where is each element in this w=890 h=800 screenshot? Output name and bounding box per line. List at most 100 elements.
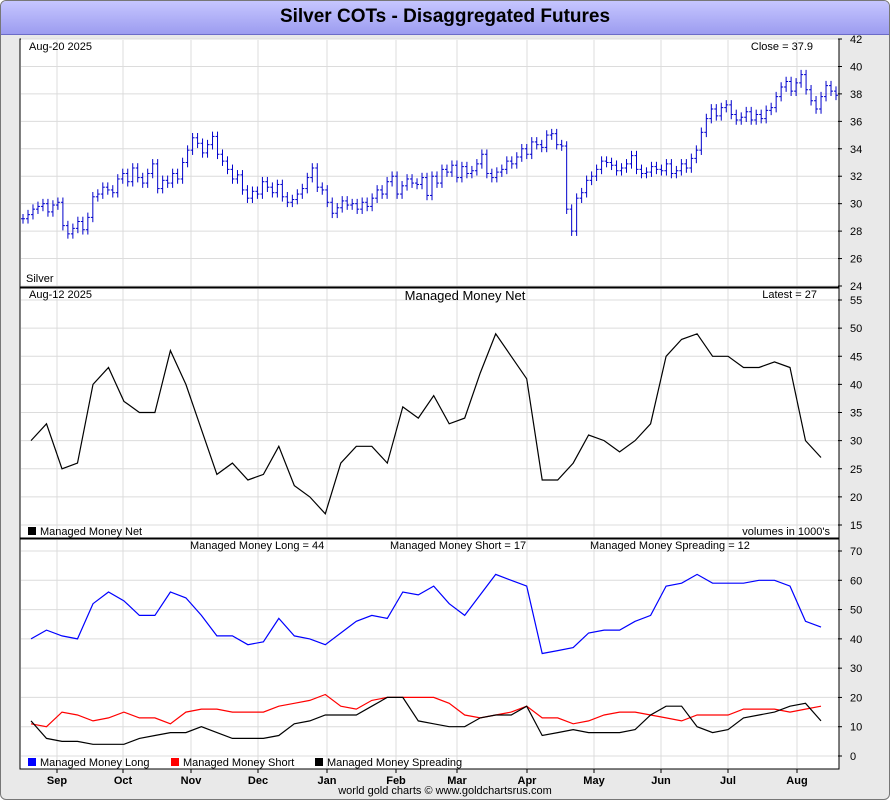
price-bar: [340, 196, 345, 213]
price-bar: [235, 170, 240, 184]
price-bar: [110, 185, 115, 198]
price-bar: [140, 172, 145, 188]
y-tick-label: 55: [850, 295, 862, 307]
y-tick-label: 50: [850, 323, 862, 335]
price-bar: [85, 212, 90, 235]
price-bar: [345, 196, 350, 210]
price-bar: [704, 113, 709, 138]
price-bar: [175, 168, 180, 184]
price-bar: [270, 182, 275, 198]
price-bar: [30, 204, 35, 220]
price-bar: [824, 80, 829, 102]
price-bar: [70, 223, 75, 239]
price-bar: [325, 185, 330, 208]
price-bar: [754, 109, 759, 125]
price-bar: [619, 163, 624, 176]
price-bar: [749, 106, 754, 125]
spreading-header-label: Managed Money Spreading = 12: [590, 540, 750, 552]
price-bar: [609, 157, 614, 171]
price-bar: [360, 197, 365, 214]
price-bar: [764, 105, 769, 124]
y-tick-label: 25: [850, 464, 862, 476]
price-bar: [759, 109, 764, 124]
price-bar: [614, 160, 619, 176]
price-bar: [604, 156, 609, 168]
y-tick-label: 15: [850, 520, 862, 532]
price-bar: [549, 128, 554, 140]
y-tick-label: 30: [850, 199, 862, 211]
x-month-label: Jun: [651, 775, 671, 787]
price-bar: [195, 132, 200, 149]
managed-money-net-line: [30, 332, 822, 515]
price-bar: [784, 76, 789, 92]
price-bar: [689, 153, 694, 173]
chart-marks: [21, 69, 838, 745]
x-month-label: Apr: [518, 775, 538, 787]
managed-money-long-line: [30, 573, 822, 655]
price-bar: [300, 183, 305, 199]
price-bar: [100, 182, 105, 199]
price-bar: [125, 168, 130, 187]
price-bar: [499, 164, 504, 177]
price-bar: [629, 150, 634, 169]
price-bar: [739, 112, 744, 125]
price-bar: [90, 192, 95, 223]
price-bar: [774, 91, 779, 113]
price-bar: [320, 182, 325, 195]
price-bar: [395, 171, 400, 199]
price-bar: [519, 143, 524, 162]
y-tick-label: 0: [850, 751, 856, 763]
price-bar: [439, 164, 444, 188]
price-bar: [225, 156, 230, 175]
price-bar: [684, 159, 689, 173]
price-bar: [789, 76, 794, 96]
y-tick-label: 40: [850, 634, 862, 646]
price-bar: [375, 185, 380, 203]
price-bar: [155, 159, 160, 194]
price-bar: [544, 130, 549, 153]
price-bar: [509, 156, 514, 169]
x-month-label: Jan: [318, 775, 337, 787]
price-bar: [659, 164, 664, 176]
price-bar: [350, 198, 355, 210]
price-bar: [190, 132, 195, 155]
short-legend-label: Managed Money Short: [183, 757, 294, 769]
price-bar: [95, 189, 100, 202]
price-bar: [200, 138, 205, 158]
price-bar: [449, 160, 454, 177]
net-legend-swatch: [28, 527, 36, 535]
price-bar: [105, 182, 110, 195]
price-bar: [794, 78, 799, 96]
y-tick-label: 38: [850, 89, 862, 101]
price-bar: [255, 186, 260, 199]
price-bar: [265, 176, 270, 193]
price-bar: [250, 186, 255, 203]
price-bar: [335, 202, 340, 219]
price-bar: [25, 209, 30, 224]
grid-lines: [21, 38, 838, 768]
price-bar: [459, 161, 464, 183]
price-bar: [674, 165, 679, 179]
price-bar: [240, 170, 245, 195]
net-title: Managed Money Net: [405, 288, 526, 303]
price-bar: [694, 145, 699, 164]
price-bar: [45, 198, 50, 217]
price-bar: [135, 163, 140, 183]
y-tick-label: 30: [850, 436, 862, 448]
price-bar: [35, 201, 40, 214]
price-bar: [814, 95, 819, 114]
price-bar: [819, 91, 824, 114]
axis-ticks: 24 26 28 30 32 34 36 38 40 42 15 20 25 30 35 40 45 50 55 0 1…: [47, 34, 862, 787]
price-bar: [769, 102, 774, 116]
y-tick-label: 35: [850, 408, 862, 420]
x-month-label: Nov: [181, 775, 203, 787]
price-bar: [699, 127, 704, 155]
price-bar: [295, 189, 300, 205]
y-tick-label: 24: [850, 281, 862, 293]
price-bar: [40, 198, 45, 212]
price-bar: [370, 193, 375, 212]
price-bar: [305, 172, 310, 194]
x-month-label: Mar: [447, 775, 467, 787]
y-tick-label: 20: [850, 492, 862, 504]
x-month-label: Oct: [114, 775, 133, 787]
